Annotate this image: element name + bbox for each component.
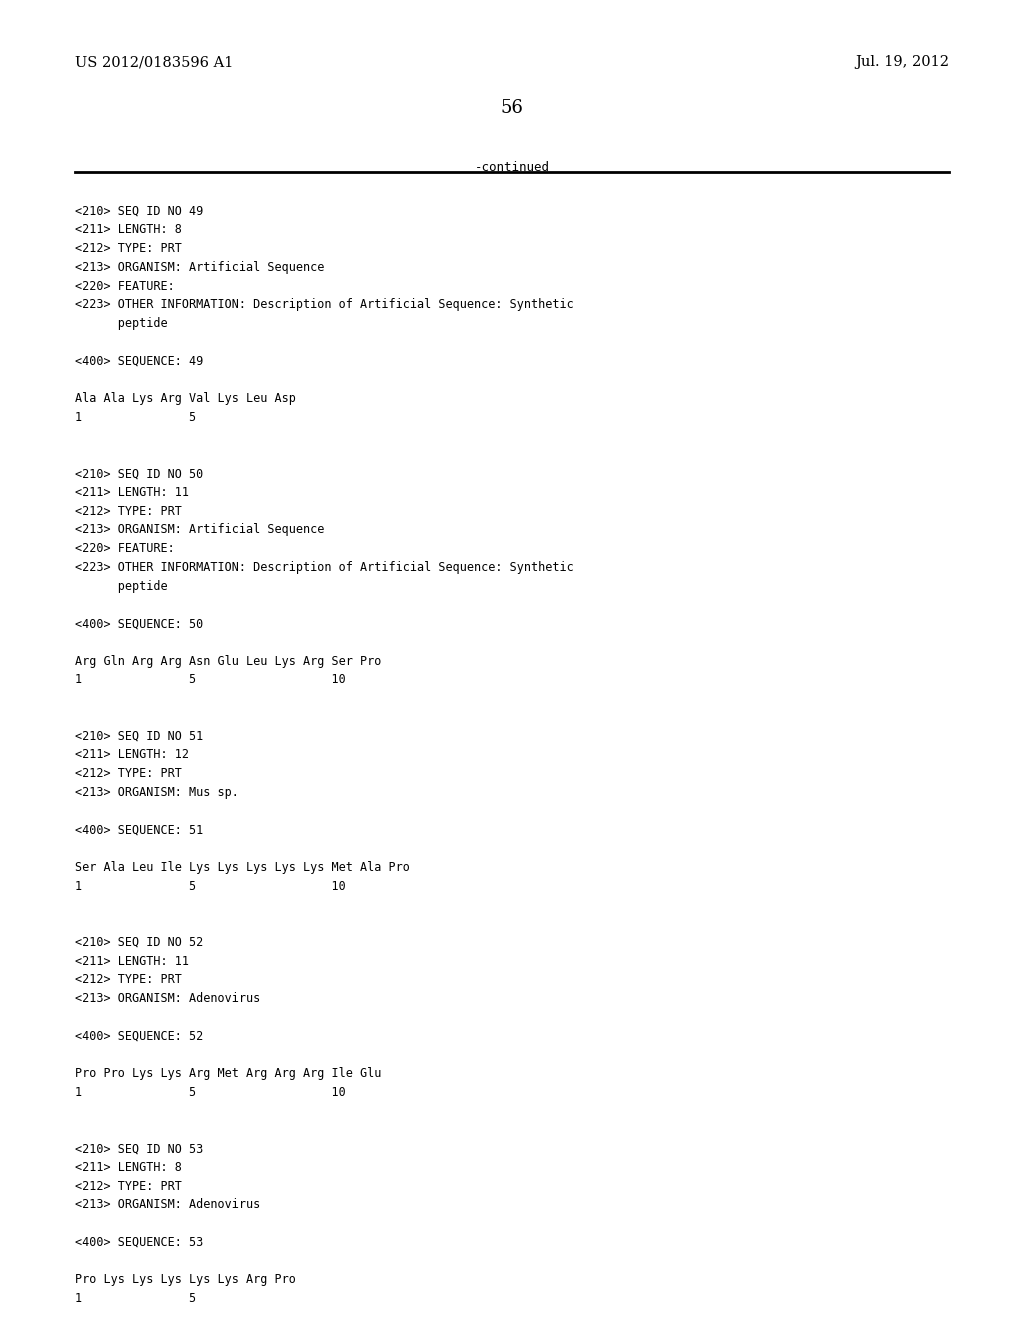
Text: <213> ORGANISM: Artificial Sequence: <213> ORGANISM: Artificial Sequence (75, 523, 325, 536)
Text: <223> OTHER INFORMATION: Description of Artificial Sequence: Synthetic: <223> OTHER INFORMATION: Description of … (75, 298, 573, 312)
Text: 1               5                   10: 1 5 10 (75, 673, 345, 686)
Text: Ala Ala Lys Arg Val Lys Leu Asp: Ala Ala Lys Arg Val Lys Leu Asp (75, 392, 296, 405)
Text: <211> LENGTH: 8: <211> LENGTH: 8 (75, 1160, 181, 1173)
Text: peptide: peptide (75, 579, 167, 593)
Text: 1               5: 1 5 (75, 411, 196, 424)
Text: 56: 56 (501, 99, 523, 117)
Text: <212> TYPE: PRT: <212> TYPE: PRT (75, 767, 181, 780)
Text: <400> SEQUENCE: 49: <400> SEQUENCE: 49 (75, 355, 203, 367)
Text: US 2012/0183596 A1: US 2012/0183596 A1 (75, 55, 233, 70)
Text: <210> SEQ ID NO 52: <210> SEQ ID NO 52 (75, 936, 203, 949)
Text: <210> SEQ ID NO 50: <210> SEQ ID NO 50 (75, 467, 203, 480)
Text: <213> ORGANISM: Adenovirus: <213> ORGANISM: Adenovirus (75, 1199, 260, 1212)
Text: <220> FEATURE:: <220> FEATURE: (75, 543, 174, 556)
Text: <400> SEQUENCE: 50: <400> SEQUENCE: 50 (75, 618, 203, 630)
Text: 1               5                   10: 1 5 10 (75, 1086, 345, 1098)
Text: Jul. 19, 2012: Jul. 19, 2012 (855, 55, 949, 70)
Text: <400> SEQUENCE: 52: <400> SEQUENCE: 52 (75, 1030, 203, 1043)
Text: peptide: peptide (75, 317, 167, 330)
Text: <211> LENGTH: 11: <211> LENGTH: 11 (75, 954, 188, 968)
Text: <210> SEQ ID NO 49: <210> SEQ ID NO 49 (75, 205, 203, 218)
Text: Ser Ala Leu Ile Lys Lys Lys Lys Lys Met Ala Pro: Ser Ala Leu Ile Lys Lys Lys Lys Lys Met … (75, 861, 410, 874)
Text: 1               5: 1 5 (75, 1292, 196, 1305)
Text: 1               5                   10: 1 5 10 (75, 879, 345, 892)
Text: <213> ORGANISM: Adenovirus: <213> ORGANISM: Adenovirus (75, 993, 260, 1005)
Text: <220> FEATURE:: <220> FEATURE: (75, 280, 174, 293)
Text: -continued: -continued (474, 161, 550, 174)
Text: <400> SEQUENCE: 53: <400> SEQUENCE: 53 (75, 1236, 203, 1249)
Text: <211> LENGTH: 8: <211> LENGTH: 8 (75, 223, 181, 236)
Text: <212> TYPE: PRT: <212> TYPE: PRT (75, 504, 181, 517)
Text: <212> TYPE: PRT: <212> TYPE: PRT (75, 973, 181, 986)
Text: <213> ORGANISM: Artificial Sequence: <213> ORGANISM: Artificial Sequence (75, 261, 325, 273)
Text: <210> SEQ ID NO 53: <210> SEQ ID NO 53 (75, 1142, 203, 1155)
Text: <213> ORGANISM: Mus sp.: <213> ORGANISM: Mus sp. (75, 785, 239, 799)
Text: Pro Lys Lys Lys Lys Lys Arg Pro: Pro Lys Lys Lys Lys Lys Arg Pro (75, 1274, 296, 1287)
Text: <212> TYPE: PRT: <212> TYPE: PRT (75, 242, 181, 255)
Text: <400> SEQUENCE: 51: <400> SEQUENCE: 51 (75, 824, 203, 837)
Text: <212> TYPE: PRT: <212> TYPE: PRT (75, 1180, 181, 1192)
Text: <211> LENGTH: 11: <211> LENGTH: 11 (75, 486, 188, 499)
Text: Pro Pro Lys Lys Arg Met Arg Arg Arg Ile Glu: Pro Pro Lys Lys Arg Met Arg Arg Arg Ile … (75, 1067, 381, 1080)
Text: Arg Gln Arg Arg Asn Glu Leu Lys Arg Ser Pro: Arg Gln Arg Arg Asn Glu Leu Lys Arg Ser … (75, 655, 381, 668)
Text: <210> SEQ ID NO 51: <210> SEQ ID NO 51 (75, 730, 203, 743)
Text: <223> OTHER INFORMATION: Description of Artificial Sequence: Synthetic: <223> OTHER INFORMATION: Description of … (75, 561, 573, 574)
Text: <211> LENGTH: 12: <211> LENGTH: 12 (75, 748, 188, 762)
